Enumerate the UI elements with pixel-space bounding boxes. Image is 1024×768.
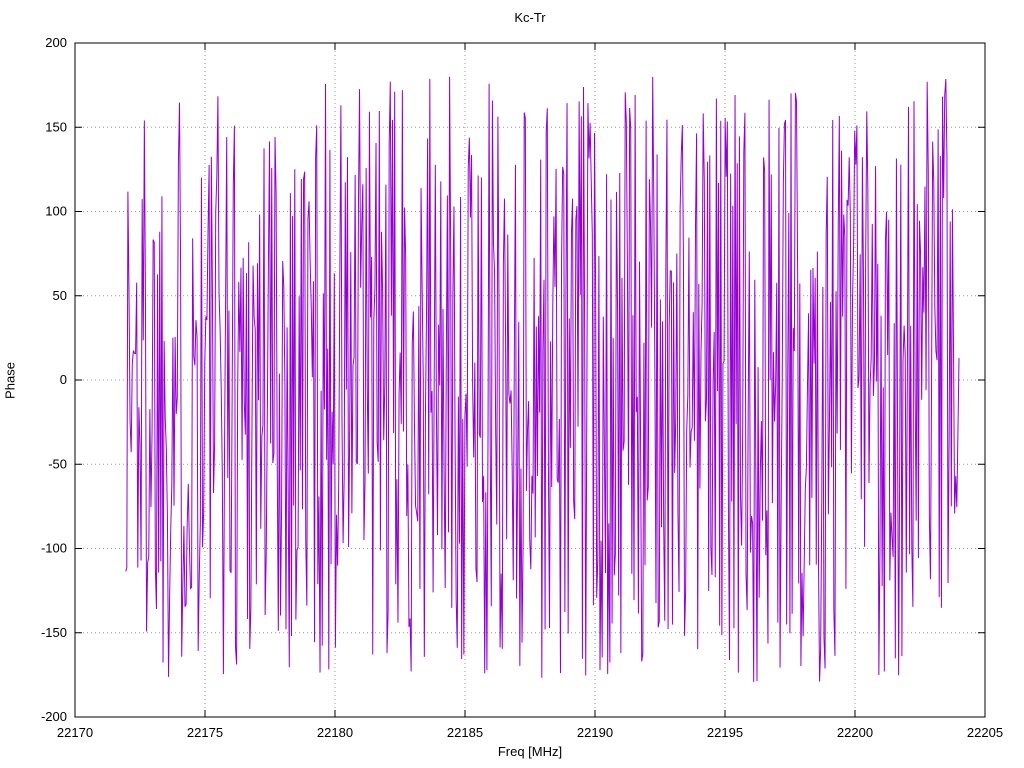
x-tick-label: 22170 xyxy=(57,725,93,740)
data-series-line xyxy=(125,76,960,682)
y-tick-label: 50 xyxy=(53,288,67,303)
x-tick-label: 22190 xyxy=(577,725,613,740)
y-tick-label: -150 xyxy=(41,625,67,640)
y-tick-label: 150 xyxy=(45,119,67,134)
x-axis-label: Freq [MHz] xyxy=(497,744,563,759)
y-tick-label: -100 xyxy=(41,541,67,556)
grid-lines xyxy=(74,42,986,718)
y-axis-label: Phase xyxy=(2,362,18,399)
x-tick-label: 22180 xyxy=(317,725,353,740)
y-tick-label: 0 xyxy=(60,372,67,387)
chart-title: Kc-Tr xyxy=(514,10,546,25)
y-tick-label: -50 xyxy=(48,456,67,471)
x-tick-label: 22175 xyxy=(187,725,223,740)
y-tick-label: -200 xyxy=(41,709,67,724)
y-tick-label: 100 xyxy=(45,204,67,219)
x-tick-label: 22200 xyxy=(837,725,873,740)
axis-ticks xyxy=(74,42,986,718)
x-tick-label: 22205 xyxy=(967,725,1003,740)
x-tick-label: 22195 xyxy=(707,725,743,740)
y-tick-label: 200 xyxy=(45,35,67,50)
x-tick-label: 22185 xyxy=(447,725,483,740)
